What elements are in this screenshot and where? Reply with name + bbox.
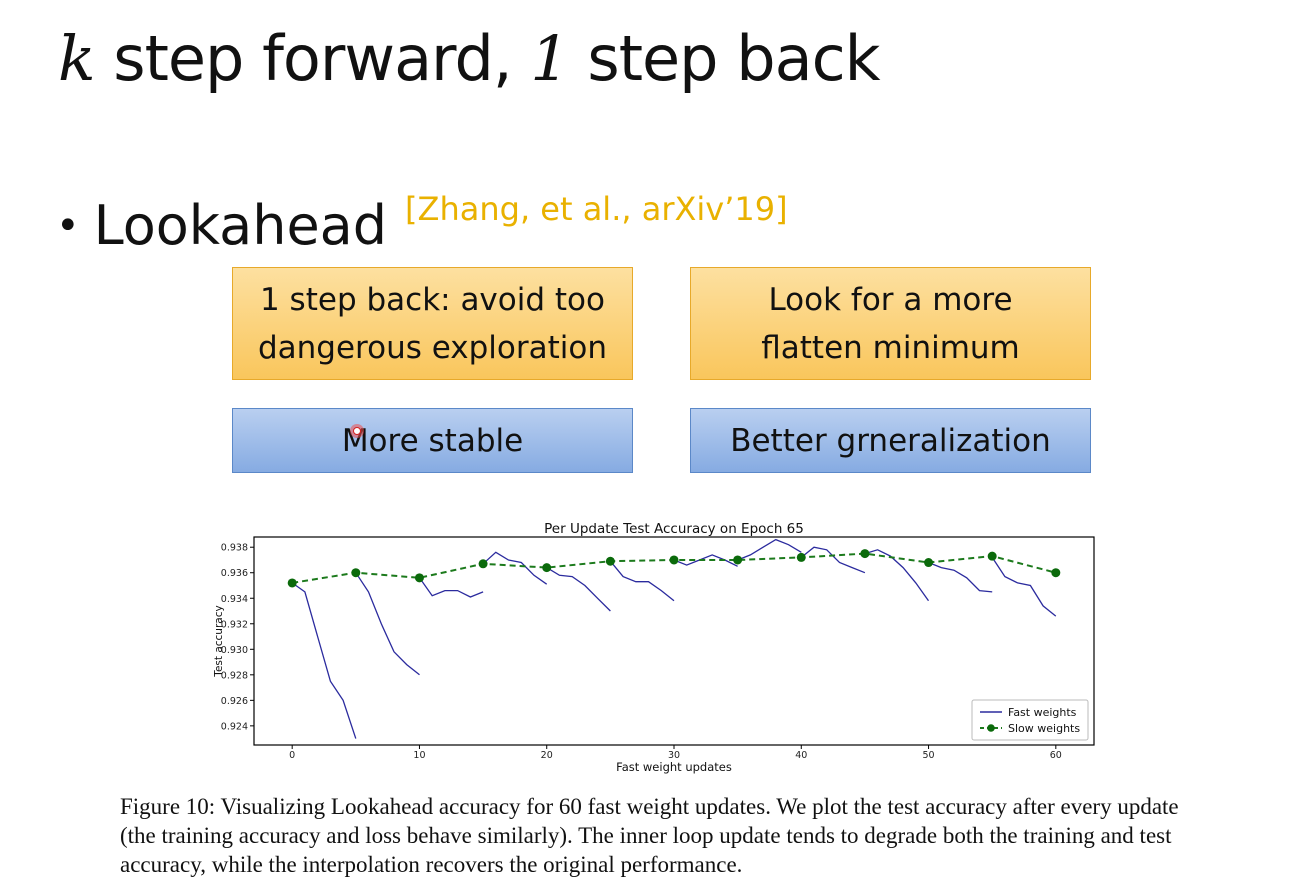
- plot-area: [253, 536, 1095, 746]
- slow-weights-point: [987, 551, 997, 561]
- x-tick-label: 20: [541, 750, 553, 761]
- fast-weights-line: [673, 554, 738, 567]
- fast-weights-line: [355, 572, 420, 676]
- slow-weights-point: [733, 555, 743, 565]
- slow-weights-point: [924, 558, 934, 568]
- y-tick-label: 0.932: [221, 619, 248, 630]
- y-tick-label: 0.924: [221, 721, 248, 732]
- slide-title: k step forward, 1 step back: [58, 22, 881, 95]
- bullet-dot-icon: •: [56, 202, 80, 249]
- y-tick-label: 0.926: [221, 696, 248, 707]
- title-part1: step forward,: [94, 22, 531, 95]
- x-tick-label: 40: [795, 750, 807, 761]
- box-avoid-exploration: 1 step back: avoid too dangerous explora…: [232, 267, 633, 380]
- legend-slow-label: Slow weights: [1008, 722, 1080, 735]
- slow-weights-point: [351, 568, 361, 578]
- slow-weights-point: [1051, 568, 1061, 578]
- title-part2: step back: [568, 22, 880, 95]
- fast-weights-line: [737, 538, 802, 561]
- x-tick-label: 50: [922, 750, 934, 761]
- title-k: k: [58, 22, 96, 95]
- y-tick-label: 0.936: [221, 568, 248, 579]
- slow-weights-point: [669, 555, 679, 565]
- fast-weights-line: [291, 582, 357, 739]
- box-better-generalization: Better grneralization: [690, 408, 1091, 473]
- y-tick-label: 0.934: [221, 594, 248, 605]
- box-more-stable-label: More stable: [341, 422, 524, 459]
- box-avoid-exploration-line2: dangerous exploration: [257, 329, 607, 366]
- bullet-lookahead: • Lookahead [Zhang, et al., arXiv’19]: [56, 190, 788, 257]
- fast-weights-line: [928, 561, 993, 593]
- chart-title: Per Update Test Accuracy on Epoch 65: [544, 521, 804, 537]
- title-1: 1: [530, 22, 569, 95]
- box-flatten-minimum-line1: Look for a more: [768, 281, 1013, 318]
- fast-weights-line: [546, 567, 611, 612]
- x-axis-label: Fast weight updates: [616, 760, 732, 774]
- citation: [Zhang, et al., arXiv’19]: [405, 190, 788, 228]
- fast-weights-line: [991, 557, 1057, 617]
- fast-weights-line: [482, 551, 548, 585]
- slow-weights-point: [478, 559, 488, 569]
- y-tick-label: 0.928: [221, 670, 248, 681]
- fast-weights-line: [864, 549, 930, 602]
- x-tick-label: 60: [1050, 750, 1062, 761]
- pointer-cursor-icon: [350, 424, 364, 438]
- fast-weights-line: [609, 560, 675, 602]
- box-flatten-minimum-line2: flatten minimum: [761, 329, 1020, 366]
- box-flatten-minimum: Look for a more flatten minimum: [690, 267, 1091, 380]
- box-avoid-exploration-line1: 1 step back: avoid too: [259, 281, 605, 318]
- slow-weights-point: [605, 556, 615, 566]
- x-tick-label: 0: [289, 750, 295, 761]
- lookahead-accuracy-chart: Per Update Test Accuracy on Epoch 65 0.92…: [213, 521, 1095, 774]
- fast-weights-line: [418, 577, 484, 598]
- slow-weights-point: [542, 563, 552, 573]
- y-tick-label: 0.938: [221, 543, 248, 554]
- x-tick-label: 30: [668, 750, 680, 761]
- slow-weights-point: [287, 578, 297, 588]
- legend-fast-label: Fast weights: [1008, 706, 1077, 719]
- slow-weights-point: [796, 552, 806, 562]
- box-more-stable: More stable: [232, 408, 633, 473]
- y-axis-label: Test accuracy: [213, 605, 225, 677]
- y-tick-label: 0.930: [221, 645, 248, 656]
- legend-slow-marker: [987, 724, 995, 732]
- slow-weights-point: [414, 573, 424, 583]
- legend-box: [971, 699, 1089, 741]
- bullet-text: Lookahead: [93, 194, 388, 257]
- x-tick-label: 10: [413, 750, 425, 761]
- figure-caption: Figure 10: Visualizing Lookahead accurac…: [120, 794, 1179, 877]
- box-better-generalization-label: Better grneralization: [730, 422, 1051, 459]
- slow-weights-point: [860, 549, 870, 559]
